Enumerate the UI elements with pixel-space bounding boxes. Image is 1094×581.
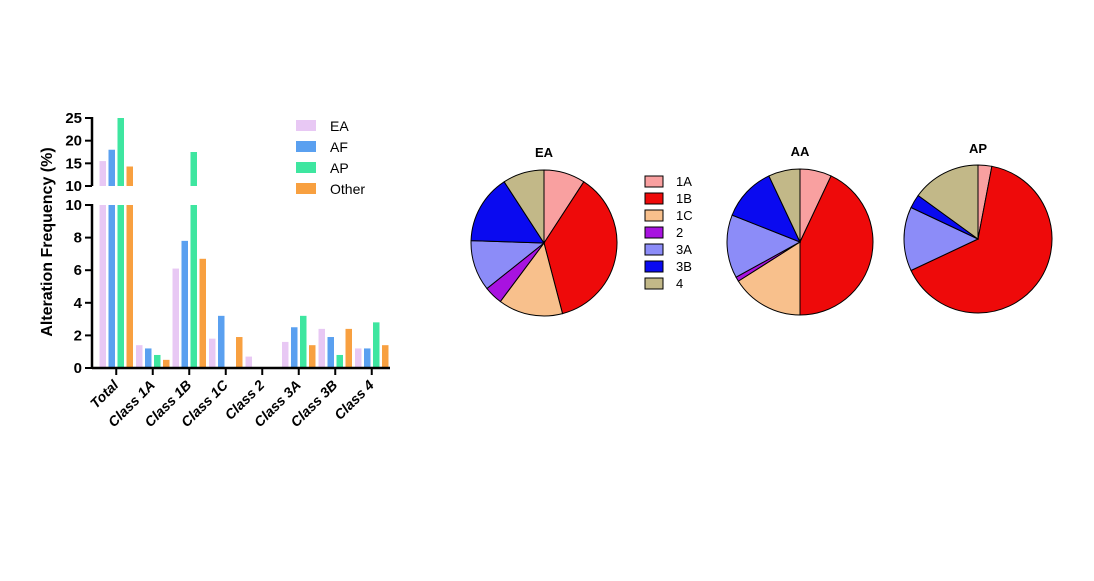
pie-slice [917,164,979,240]
y-tick-label: 4 [74,295,83,312]
y-tick-label: 8 [74,230,82,247]
bar [282,341,289,368]
legend-label: AF [330,139,348,155]
bar [300,315,307,368]
bar [236,337,243,368]
y-axis-label: Alteration Frequency (%) [39,147,56,336]
bar [117,205,124,368]
y-tick-label: 15 [65,155,82,172]
y-tick-label: 25 [65,110,82,127]
pie-legend-swatch [644,243,664,256]
y-tick-label: 10 [65,197,82,214]
legend-swatch [296,162,316,173]
bar [327,337,334,368]
pie-slice [903,206,980,272]
pie-legend-label: 1A [676,174,692,189]
bar [145,348,152,368]
pie-chart: AA [726,144,874,316]
bar [136,345,143,368]
legend-label: Other [330,181,365,197]
pie-legend-label: 2 [676,225,683,240]
x-tick-label: Class 4 [331,377,377,423]
bar [218,315,225,368]
bar-chart: Alteration Frequency (%) 0 2 4 6 8 10 10 15 20 25… [39,110,390,430]
pie-legend-swatch [644,209,664,222]
pie-slice [799,175,874,316]
pie-slice [543,181,618,315]
bar [108,205,115,368]
pie-chart: AP [903,141,1053,314]
y-tick-label: 2 [74,327,82,344]
bar [181,240,188,368]
bar [126,205,133,368]
bar [336,354,343,368]
legend-swatch [296,141,316,152]
y-tick-label: 6 [74,262,82,279]
bar [382,345,389,368]
y-tick-label: 0 [74,360,82,377]
pie-legend-swatch [644,260,664,273]
bar [291,327,298,368]
bar-upper [108,149,115,186]
bar-upper [99,161,106,186]
pie-title: EA [535,145,554,160]
bar-upper [117,118,124,186]
pie-slice [737,241,801,316]
pie-legend-swatch [644,277,664,290]
pie-title: AP [969,141,987,156]
pie-legend-label: 1C [676,208,693,223]
pie-legend-label: 3A [676,242,692,257]
bar [172,268,179,368]
bar [373,322,380,368]
pie-slice [768,168,801,243]
pie-charts: EA AA AP [470,141,1053,317]
y-tick-label: 10 [65,178,82,195]
bar-ticks: 0 2 4 6 8 10 10 15 20 25 [65,110,373,377]
pie-legend-swatch [644,226,664,239]
bar-axes [90,117,390,370]
pie-legend-label: 1B [676,191,692,206]
bar-legend: EA AF AP Other [296,118,365,197]
legend-label: AP [330,160,349,176]
bar-upper [190,152,197,186]
bar-upper [126,166,133,186]
bar [309,345,316,368]
pie-slice [503,169,545,245]
bar [154,354,161,368]
bar [318,328,325,368]
legend-swatch [296,120,316,131]
pie-legend-label: 3B [676,259,692,274]
bar-marks [99,118,389,368]
pie-chart: EA [470,145,618,317]
bar [345,328,352,368]
bar [99,205,106,368]
bar [199,258,206,368]
pie-slice [726,214,802,278]
legend-swatch [296,183,316,194]
y-tick-label: 20 [65,133,82,150]
pie-legend: 1A 1B 1C 2 3A 3B 4 [644,174,693,291]
bar [190,205,197,368]
bar [364,348,371,368]
bar [163,359,170,368]
pie-legend-label: 4 [676,276,683,291]
pie-slice [470,181,545,244]
pie-slice [499,241,564,317]
bar [245,356,252,368]
bar [209,338,216,368]
pie-title: AA [791,144,810,159]
pie-legend-swatch [644,192,664,205]
pie-slice [910,165,1053,314]
bar [355,348,362,368]
legend-label: EA [330,118,349,134]
pie-legend-swatch [644,175,664,188]
